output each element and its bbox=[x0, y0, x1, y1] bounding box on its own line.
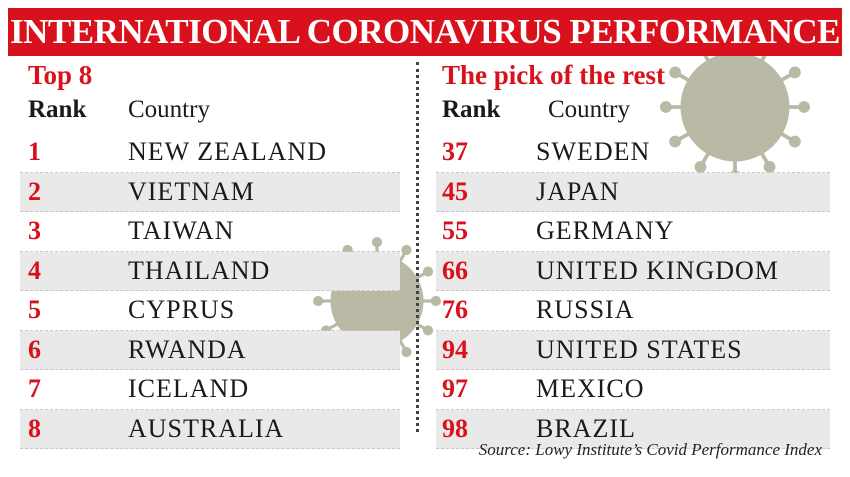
country-name: CYPRUS bbox=[128, 295, 236, 324]
left-table: 1 NEW ZEALAND 2 VIETNAM 3 TAIWAN 4 THAILAND 5 CYP… bbox=[20, 133, 400, 449]
rank-value: 7 bbox=[28, 374, 41, 403]
table-row: 2 VIETNAM bbox=[20, 172, 400, 212]
country-name: VIETNAM bbox=[128, 176, 255, 206]
table-row: 1 NEW ZEALAND bbox=[20, 133, 400, 173]
country-name: NEW ZEALAND bbox=[128, 137, 327, 166]
rank-value: 1 bbox=[28, 137, 41, 166]
table-row: 98 BRAZIL bbox=[436, 409, 830, 449]
right-table-heading: The pick of the rest bbox=[442, 60, 665, 90]
country-name: AUSTRALIA bbox=[128, 413, 285, 443]
right-rank-header: Rank bbox=[442, 96, 501, 123]
country-name: SWEDEN bbox=[536, 137, 651, 166]
country-name: MEXICO bbox=[536, 374, 645, 403]
source-note: Source: Lowy Institute’s Covid Performan… bbox=[478, 440, 822, 459]
rank-value: 2 bbox=[28, 176, 41, 206]
page-title: INTERNATIONAL CORONAVIRUS PERFORMANCE bbox=[8, 8, 842, 56]
table-row: 7 ICELAND bbox=[20, 370, 400, 410]
rank-value: 98 bbox=[442, 413, 468, 443]
table-row: 45 JAPAN bbox=[436, 172, 830, 212]
rank-value: 76 bbox=[442, 295, 468, 324]
rank-value: 8 bbox=[28, 413, 41, 443]
table-row: 76 RUSSIA bbox=[436, 291, 830, 331]
rank-value: 55 bbox=[442, 216, 468, 245]
rank-value: 3 bbox=[28, 216, 41, 245]
table-row: 55 GERMANY bbox=[436, 212, 830, 252]
column-divider bbox=[416, 62, 419, 432]
table-row: 97 MEXICO bbox=[436, 370, 830, 410]
country-name: ICELAND bbox=[128, 374, 250, 403]
rank-value: 45 bbox=[442, 176, 468, 206]
left-table-heading: Top 8 bbox=[28, 60, 93, 90]
country-name: RUSSIA bbox=[536, 295, 635, 324]
country-name: TAIWAN bbox=[128, 216, 235, 245]
table-row: 8 AUSTRALIA bbox=[20, 409, 400, 449]
table-row: 37 SWEDEN bbox=[436, 133, 830, 173]
rank-value: 37 bbox=[442, 137, 468, 166]
country-name: JAPAN bbox=[536, 176, 620, 206]
table-row: 66 UNITED KINGDOM bbox=[436, 251, 830, 291]
rank-value: 5 bbox=[28, 295, 41, 324]
rank-value: 4 bbox=[28, 255, 41, 285]
rank-value: 94 bbox=[442, 334, 468, 364]
table-row: 5 CYPRUS bbox=[20, 291, 400, 331]
table-row: 6 RWANDA bbox=[20, 330, 400, 370]
country-name: RWANDA bbox=[128, 334, 247, 364]
table-row: 94 UNITED STATES bbox=[436, 330, 830, 370]
country-name: UNITED STATES bbox=[536, 334, 743, 364]
table-row: 3 TAIWAN bbox=[20, 212, 400, 252]
right-country-header: Country bbox=[548, 96, 630, 123]
table-row: 4 THAILAND bbox=[20, 251, 400, 291]
country-name: THAILAND bbox=[128, 255, 271, 285]
left-rank-header: Rank bbox=[28, 96, 87, 123]
country-name: BRAZIL bbox=[536, 413, 636, 443]
rank-value: 6 bbox=[28, 334, 41, 364]
country-name: GERMANY bbox=[536, 216, 675, 245]
left-country-header: Country bbox=[128, 96, 210, 123]
rank-value: 97 bbox=[442, 374, 468, 403]
right-table: 37 SWEDEN 45 JAPAN 55 GERMANY 66 UNITED KINGDOM… bbox=[436, 133, 830, 449]
rank-value: 66 bbox=[442, 255, 468, 285]
country-name: UNITED KINGDOM bbox=[536, 255, 779, 285]
